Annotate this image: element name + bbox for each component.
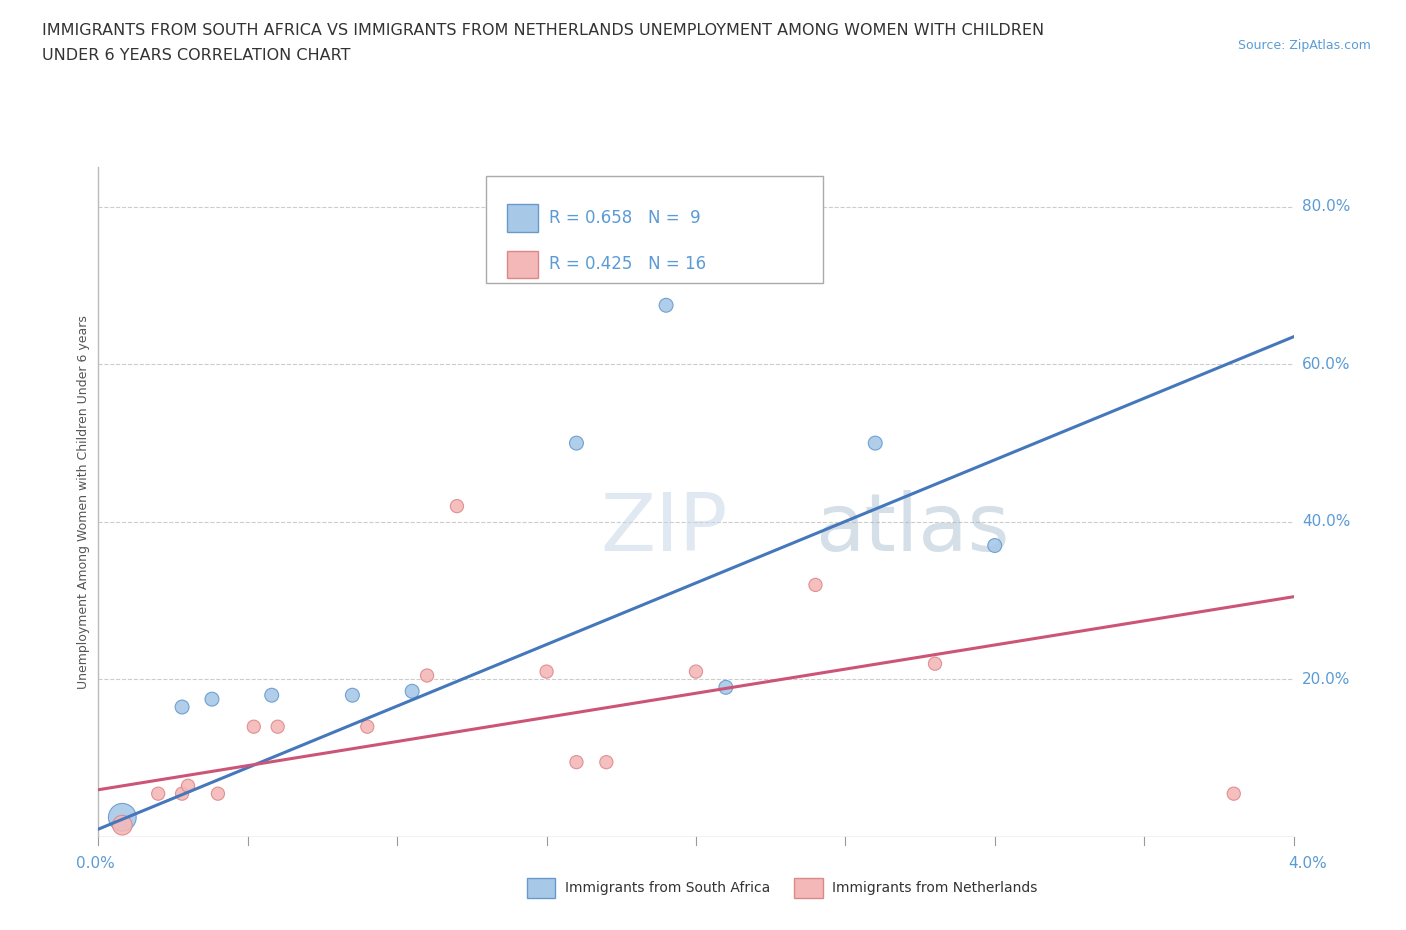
Point	[565, 435, 588, 450]
Point	[863, 435, 886, 450]
Point	[655, 298, 678, 312]
Text: atlas: atlas	[815, 490, 1010, 568]
Point	[983, 538, 1005, 553]
Point	[148, 786, 170, 801]
Text: Source: ZipAtlas.com: Source: ZipAtlas.com	[1237, 39, 1371, 52]
Point	[446, 498, 468, 513]
Point	[242, 719, 264, 734]
Text: R = 0.658   N =  9: R = 0.658 N = 9	[548, 209, 700, 227]
Point	[536, 664, 558, 679]
Text: UNDER 6 YEARS CORRELATION CHART: UNDER 6 YEARS CORRELATION CHART	[42, 48, 350, 63]
Point	[595, 755, 617, 770]
Point	[685, 664, 707, 679]
Text: 4.0%: 4.0%	[1288, 856, 1327, 870]
Text: ZIP: ZIP	[600, 490, 728, 568]
Text: IMMIGRANTS FROM SOUTH AFRICA VS IMMIGRANTS FROM NETHERLANDS UNEMPLOYMENT AMONG W: IMMIGRANTS FROM SOUTH AFRICA VS IMMIGRAN…	[42, 23, 1045, 38]
Point	[111, 817, 134, 832]
Point	[172, 699, 194, 714]
Text: 40.0%: 40.0%	[1302, 514, 1350, 529]
Text: 0.0%: 0.0%	[76, 856, 115, 870]
Point	[1222, 786, 1246, 801]
Point	[177, 778, 200, 793]
Point	[714, 680, 737, 695]
Point	[565, 755, 588, 770]
Text: Immigrants from South Africa: Immigrants from South Africa	[565, 881, 770, 896]
Text: R = 0.425   N = 16: R = 0.425 N = 16	[548, 256, 706, 273]
Point	[111, 810, 134, 825]
Point	[260, 688, 283, 703]
Point	[356, 719, 378, 734]
Point	[401, 684, 423, 698]
Text: 20.0%: 20.0%	[1302, 672, 1350, 687]
Y-axis label: Unemployment Among Women with Children Under 6 years: Unemployment Among Women with Children U…	[77, 315, 90, 689]
Point	[924, 657, 946, 671]
Text: 60.0%: 60.0%	[1302, 357, 1350, 372]
Point	[342, 688, 364, 703]
Point	[804, 578, 827, 592]
Text: 80.0%: 80.0%	[1302, 199, 1350, 214]
Point	[267, 719, 290, 734]
Point	[172, 786, 194, 801]
Point	[201, 692, 224, 707]
Text: Immigrants from Netherlands: Immigrants from Netherlands	[832, 881, 1038, 896]
Point	[416, 668, 439, 683]
Point	[207, 786, 229, 801]
